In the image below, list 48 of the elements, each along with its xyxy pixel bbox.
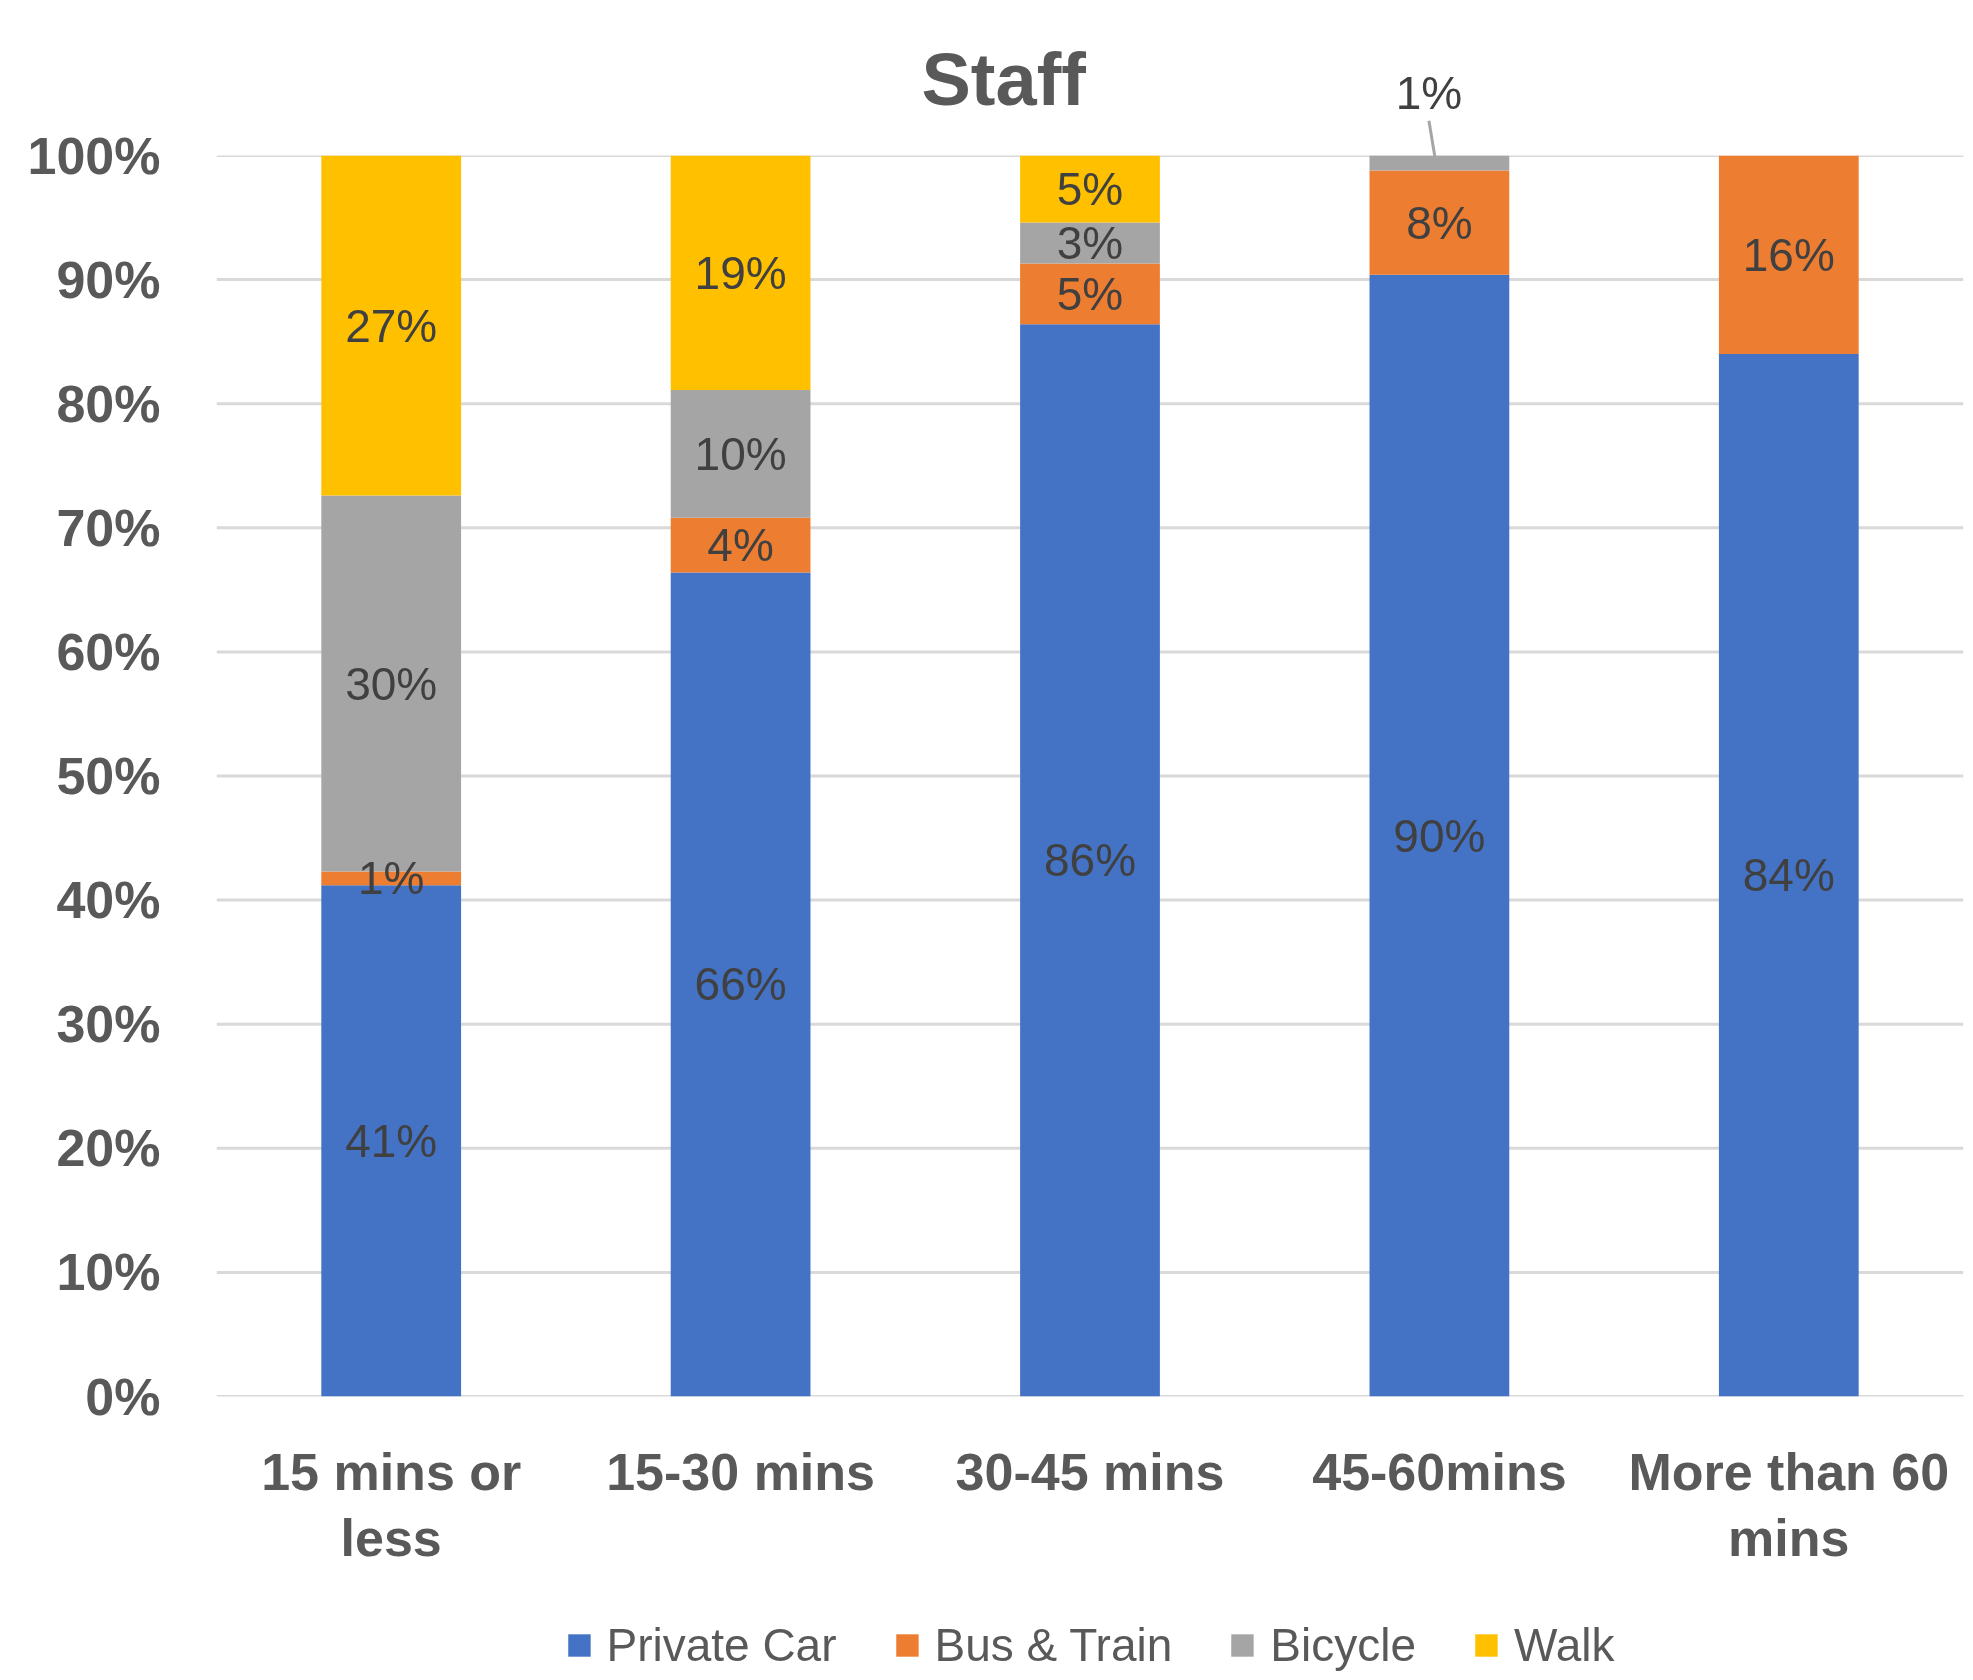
x-tick-label: 30-45 mins [955,1442,1225,1501]
data-label: 30% [345,657,438,710]
data-label: 66% [694,958,787,1011]
y-tick-label: 50% [56,747,161,805]
bar [1369,274,1510,1397]
bar [1718,354,1859,1397]
data-label: 86% [1043,834,1137,887]
data-label: 5% [1056,163,1124,216]
data-label: 5% [1056,267,1124,320]
bar [1020,263,1160,325]
data-label: 27% [345,299,438,352]
bar [321,155,462,496]
data-label: 3% [1056,216,1124,269]
data-label: 8% [1406,196,1473,249]
y-tick-label: 20% [56,1119,161,1178]
data-label: 84% [1742,849,1835,902]
legend-label: Walk [1514,1618,1615,1672]
data-label: 10% [694,427,787,480]
legend-label: Private Car [606,1618,837,1672]
y-tick-label: 70% [56,498,161,557]
y-tick-label: 30% [56,995,161,1054]
x-tick-label: 15-30 mins [606,1442,876,1501]
bar [1369,170,1510,275]
chart-title: Staff [921,37,1087,121]
data-label: 90% [1393,809,1486,862]
data-label: 41% [345,1114,438,1167]
y-tick-label: 100% [27,126,161,185]
data-label: 16% [1742,228,1835,281]
y-tick-label: 40% [56,871,161,930]
x-tick-label: 15 mins or less [261,1442,522,1568]
bar [670,572,811,1397]
y-tick-label: 10% [56,1243,161,1302]
bar [1020,155,1160,223]
x-tick-label: More than 60 mins [1628,1442,1950,1568]
legend-label: Bicycle [1270,1618,1417,1672]
y-tick-label: 80% [56,374,161,433]
data-label: 4% [707,519,774,572]
y-tick-label: 90% [56,250,161,309]
y-tick-label: 60% [56,622,161,681]
bar [1020,324,1160,1397]
y-tick-label: 0% [85,1367,161,1426]
bar [670,155,811,391]
bar [670,390,811,518]
data-label: 1% [1395,67,1463,120]
bar [1718,155,1859,355]
x-tick-label: 45-60mins [1312,1442,1567,1501]
data-label: 19% [694,246,787,299]
legend-label: Bus & Train [934,1618,1173,1672]
